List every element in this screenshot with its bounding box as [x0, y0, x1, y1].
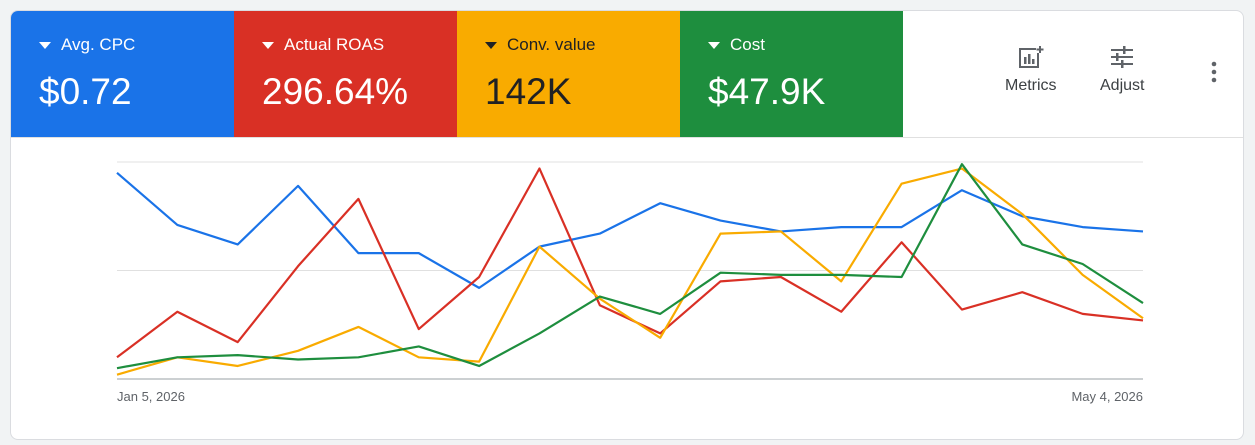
- performance-card: Avg. CPC $0.72 Actual ROAS 296.64% Conv.…: [10, 10, 1244, 440]
- scorecard-value: $0.72: [39, 71, 132, 112]
- scorecard-label: Actual ROAS: [284, 35, 385, 54]
- line-chart: Jan 5, 2026 May 4, 2026: [116, 161, 1144, 404]
- dropdown-arrow-icon: [708, 41, 720, 49]
- scorecard-conv-value[interactable]: Conv. value 142K: [457, 11, 680, 137]
- series-line-1: [116, 172, 1144, 289]
- dropdown-arrow-icon: [39, 41, 51, 49]
- scorecard-actual-roas[interactable]: Actual ROAS 296.64%: [234, 11, 457, 137]
- more-options-button[interactable]: [1211, 61, 1217, 88]
- chart-toolbar: Metrics Adjust: [904, 11, 1243, 137]
- header-divider: [11, 137, 1243, 138]
- more-vert-icon: [1211, 61, 1217, 83]
- metrics-label: Metrics: [1005, 77, 1057, 94]
- series-line-2: [116, 167, 1144, 359]
- scorecard-value: 296.64%: [262, 71, 409, 112]
- adjust-label: Adjust: [1100, 77, 1145, 94]
- scorecard-row: Avg. CPC $0.72 Actual ROAS 296.64% Conv.…: [11, 11, 903, 137]
- scorecard-label: Cost: [730, 35, 765, 54]
- series-line-4: [116, 163, 1144, 370]
- chart-series: [116, 163, 1144, 376]
- scorecard-avg-cpc[interactable]: Avg. CPC $0.72: [11, 11, 234, 137]
- x-tick-label-end: May 4, 2026: [1071, 389, 1143, 404]
- dropdown-arrow-icon: [262, 41, 274, 49]
- metrics-chart-icon: [1018, 45, 1044, 68]
- scorecard-cost[interactable]: Cost $47.9K: [680, 11, 903, 137]
- scorecard-label: Avg. CPC: [61, 35, 136, 54]
- tune-sliders-icon: [1111, 46, 1134, 68]
- x-tick-label-start: Jan 5, 2026: [117, 389, 185, 404]
- scorecard-value: 142K: [485, 71, 572, 112]
- scorecard-value: $47.9K: [708, 71, 826, 112]
- dropdown-arrow-icon: [485, 41, 497, 49]
- adjust-button[interactable]: Adjust: [1100, 45, 1144, 95]
- scorecard-label: Conv. value: [507, 35, 596, 54]
- chart-grid: [117, 161, 1143, 380]
- metrics-button[interactable]: Metrics: [1005, 45, 1057, 95]
